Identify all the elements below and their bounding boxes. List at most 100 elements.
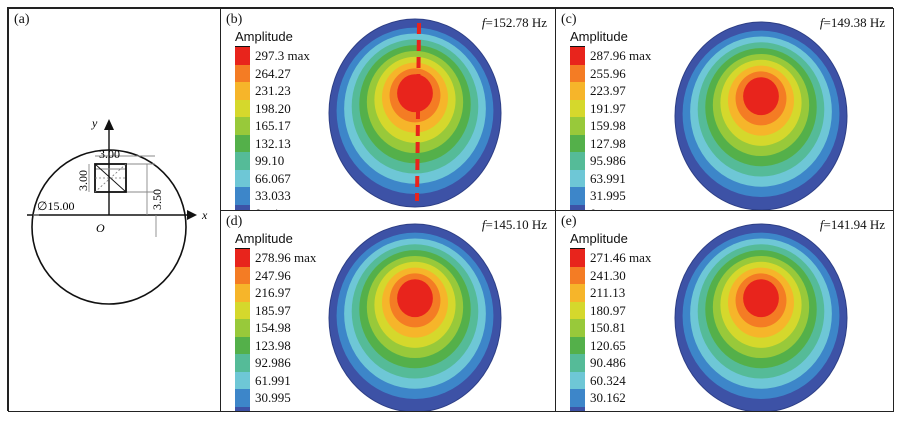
legend-value: 120.65	[590, 337, 626, 353]
legend-swatch	[570, 169, 585, 187]
legend-value: 297.3 max	[255, 48, 310, 63]
contour-band-10	[397, 279, 433, 318]
legend-value: 241.30	[590, 267, 626, 283]
contour-plot-b	[328, 18, 502, 208]
legend-value: 185.97	[255, 302, 291, 318]
legend-value: 0 min	[255, 206, 285, 211]
legend-swatch	[235, 64, 250, 82]
dim-width-label: 3.00	[99, 147, 120, 161]
amplitude-title: Amplitude	[570, 231, 628, 246]
legend-value: 30.995	[255, 390, 291, 405]
legend-swatch	[570, 187, 585, 205]
square-diagonal-2	[94, 163, 127, 193]
legend-swatch	[235, 249, 250, 267]
legend-value: 30.162	[590, 390, 626, 405]
legend-value: 255.96	[590, 65, 626, 81]
contour-plot-e	[674, 223, 848, 411]
contour-band-10	[397, 74, 433, 113]
legend-value: 287.96 max	[590, 48, 652, 63]
legend-swatch	[235, 389, 250, 407]
amplitude-title: Amplitude	[570, 29, 628, 44]
legend-swatch	[235, 187, 250, 205]
legend-value: 180.97	[590, 302, 626, 318]
legend-value: 271.46 max	[590, 250, 652, 265]
legend-value: 31.995	[590, 188, 626, 203]
legend-swatch	[235, 301, 250, 319]
legend-value: 264.27	[255, 65, 291, 81]
contour-band-10	[743, 279, 779, 318]
legend-swatch	[235, 354, 250, 372]
legend-swatch	[235, 336, 250, 354]
panel-e-label: (e)	[561, 214, 577, 229]
amplitude-title: Amplitude	[235, 231, 293, 246]
legend-swatch	[235, 47, 250, 65]
legend-value: 165.17	[255, 118, 291, 133]
frequency-value: =145.10 Hz	[485, 217, 548, 232]
legend-swatch	[235, 371, 250, 389]
legend-value: 191.97	[590, 100, 626, 116]
contour-plot-d	[328, 223, 502, 411]
legend-swatch	[570, 301, 585, 319]
legend-value: 198.20	[255, 100, 291, 116]
legend-swatch	[570, 47, 585, 65]
legend-swatch	[235, 169, 250, 187]
frequency-label: f=152.78 Hz	[482, 15, 547, 31]
panel-a: (a) x y O	[8, 8, 221, 412]
dim-diameter-label: ∅15.00	[37, 199, 74, 213]
legend-value: 0 min	[255, 408, 285, 412]
legend-swatch	[235, 266, 250, 284]
contour-band-10	[743, 77, 779, 116]
legend-value: 99.10	[255, 153, 285, 168]
legend-swatch	[570, 117, 585, 135]
contour-plot-c	[674, 21, 848, 210]
legend-swatch	[570, 134, 585, 152]
panel-c-label: (c)	[561, 12, 577, 27]
legend-value: 127.98	[590, 135, 626, 151]
panel-b-label: (b)	[226, 12, 243, 27]
legend-swatch	[570, 204, 585, 210]
legend-swatch	[235, 152, 250, 170]
legend-swatch	[570, 99, 585, 117]
legend-swatch	[570, 319, 585, 337]
panel-d-label: (d)	[226, 214, 243, 229]
legend-value: 154.98	[255, 320, 291, 335]
figure-frame: (a) x y O	[7, 7, 894, 412]
legend-value: 60.324	[590, 372, 626, 388]
legend-swatch	[570, 82, 585, 100]
legend-swatch	[235, 284, 250, 302]
amplitude-title: Amplitude	[235, 29, 293, 44]
legend-value: 150.81	[590, 320, 626, 335]
legend-swatch	[570, 266, 585, 284]
legend-swatch	[235, 99, 250, 117]
legend-swatch	[570, 284, 585, 302]
legend-value: 278.96 max	[255, 250, 317, 265]
legend-value: 33.033	[255, 188, 291, 203]
legend-swatch	[235, 319, 250, 337]
panel-e: (e) Amplitude f=141.94 Hz 271.46 max 241.30 2…	[555, 210, 894, 412]
legend-swatch	[570, 336, 585, 354]
frequency-symbol: f	[481, 217, 486, 232]
legend-swatch	[235, 406, 250, 411]
legend-value: 0 min	[590, 206, 620, 211]
legend-value: 90.486	[590, 355, 626, 370]
legend-value: 231.23	[255, 83, 291, 98]
legend-swatch	[570, 64, 585, 82]
frequency-value: =141.94 Hz	[823, 217, 886, 232]
panel-a-label: (a)	[14, 12, 30, 27]
legend-value: 216.97	[255, 285, 291, 300]
legend-value: 63.991	[590, 170, 626, 186]
y-axis-arrow-icon	[104, 119, 114, 130]
legend-value: 123.98	[255, 337, 291, 353]
axis-x-label: x	[201, 208, 208, 222]
legend-swatch	[570, 152, 585, 170]
panel-b: (b) Amplitude f=152.78 Hz 297.3 max 264.27 23…	[220, 8, 556, 211]
frequency-value: =152.78 Hz	[485, 15, 548, 30]
legend-swatch	[570, 406, 585, 411]
frequency-label: f=149.38 Hz	[820, 15, 885, 31]
axis-y-label: y	[91, 116, 98, 130]
geometry-sketch: x y O 3.00 3.00 3.50 ∅15.00	[27, 116, 208, 305]
legend-value: 92.986	[255, 355, 291, 370]
x-axis-arrow-icon	[187, 210, 197, 220]
legend-swatch	[570, 249, 585, 267]
panel-d: (d) Amplitude f=145.10 Hz 278.96 max 247.96 2…	[220, 210, 556, 412]
